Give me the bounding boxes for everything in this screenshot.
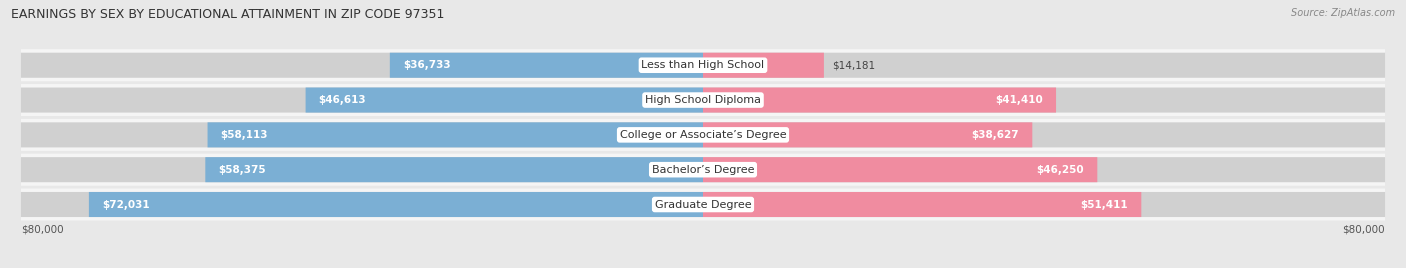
- Text: Graduate Degree: Graduate Degree: [655, 199, 751, 210]
- FancyBboxPatch shape: [703, 192, 1385, 217]
- FancyBboxPatch shape: [21, 119, 1385, 151]
- Text: $80,000: $80,000: [1343, 225, 1385, 234]
- FancyBboxPatch shape: [21, 192, 703, 217]
- Text: $36,733: $36,733: [404, 60, 450, 70]
- Text: $58,375: $58,375: [218, 165, 266, 175]
- Text: $80,000: $80,000: [21, 225, 63, 234]
- FancyBboxPatch shape: [703, 122, 1032, 147]
- Text: $14,181: $14,181: [832, 60, 876, 70]
- Text: Bachelor’s Degree: Bachelor’s Degree: [652, 165, 754, 175]
- FancyBboxPatch shape: [21, 188, 1385, 221]
- Text: Source: ZipAtlas.com: Source: ZipAtlas.com: [1291, 8, 1395, 18]
- Text: $46,250: $46,250: [1036, 165, 1084, 175]
- Text: $41,410: $41,410: [995, 95, 1043, 105]
- FancyBboxPatch shape: [703, 53, 824, 78]
- FancyBboxPatch shape: [208, 122, 703, 147]
- FancyBboxPatch shape: [21, 49, 1385, 81]
- Text: EARNINGS BY SEX BY EDUCATIONAL ATTAINMENT IN ZIP CODE 97351: EARNINGS BY SEX BY EDUCATIONAL ATTAINMEN…: [11, 8, 444, 21]
- FancyBboxPatch shape: [21, 53, 703, 78]
- FancyBboxPatch shape: [703, 122, 1385, 147]
- Text: $58,113: $58,113: [221, 130, 269, 140]
- FancyBboxPatch shape: [703, 88, 1385, 113]
- FancyBboxPatch shape: [21, 122, 703, 147]
- FancyBboxPatch shape: [21, 88, 703, 113]
- FancyBboxPatch shape: [703, 192, 1142, 217]
- FancyBboxPatch shape: [21, 154, 1385, 186]
- Text: College or Associate’s Degree: College or Associate’s Degree: [620, 130, 786, 140]
- FancyBboxPatch shape: [305, 88, 703, 113]
- Text: $38,627: $38,627: [972, 130, 1019, 140]
- FancyBboxPatch shape: [205, 157, 703, 182]
- FancyBboxPatch shape: [389, 53, 703, 78]
- FancyBboxPatch shape: [21, 84, 1385, 116]
- FancyBboxPatch shape: [703, 157, 1097, 182]
- Text: Less than High School: Less than High School: [641, 60, 765, 70]
- Text: $46,613: $46,613: [319, 95, 367, 105]
- FancyBboxPatch shape: [21, 157, 703, 182]
- FancyBboxPatch shape: [703, 157, 1385, 182]
- FancyBboxPatch shape: [703, 88, 1056, 113]
- FancyBboxPatch shape: [703, 53, 1385, 78]
- Text: $51,411: $51,411: [1081, 199, 1128, 210]
- Text: High School Diploma: High School Diploma: [645, 95, 761, 105]
- Text: $72,031: $72,031: [103, 199, 149, 210]
- FancyBboxPatch shape: [89, 192, 703, 217]
